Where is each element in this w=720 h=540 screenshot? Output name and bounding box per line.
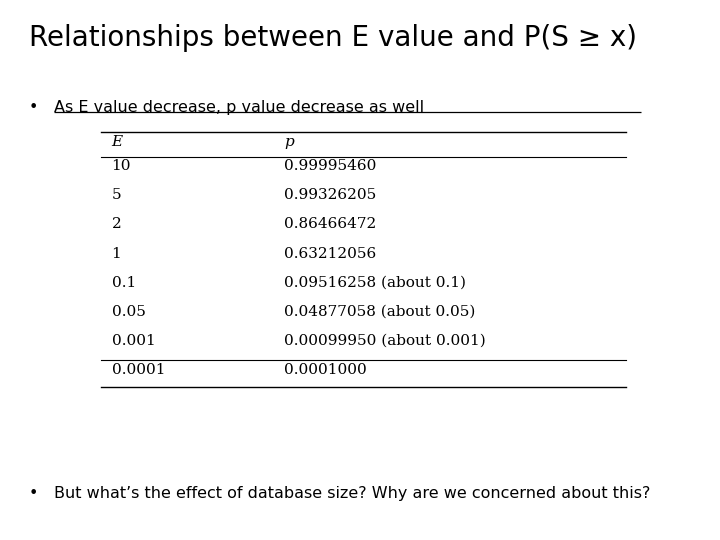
Text: 0.1: 0.1 xyxy=(112,275,136,289)
Text: 0.09516258 (about 0.1): 0.09516258 (about 0.1) xyxy=(284,275,467,289)
Text: Relationships between E value and P(S ≥ x): Relationships between E value and P(S ≥ … xyxy=(29,24,636,52)
Text: 5: 5 xyxy=(112,188,121,202)
Text: 0.04877058 (about 0.05): 0.04877058 (about 0.05) xyxy=(284,305,476,319)
Text: But what’s the effect of database size? Why are we concerned about this?: But what’s the effect of database size? … xyxy=(54,486,650,501)
Text: 0.99995460: 0.99995460 xyxy=(284,159,377,173)
Text: 0.99326205: 0.99326205 xyxy=(284,188,377,202)
Text: 10: 10 xyxy=(112,159,131,173)
Text: E: E xyxy=(112,135,122,149)
Text: 2: 2 xyxy=(112,217,122,231)
Text: 0.0001000: 0.0001000 xyxy=(284,363,367,377)
Text: 0.05: 0.05 xyxy=(112,305,145,319)
Text: 0.63212056: 0.63212056 xyxy=(284,246,377,260)
Text: •: • xyxy=(29,100,38,115)
Text: As E value decrease, p value decrease as well: As E value decrease, p value decrease as… xyxy=(54,100,424,115)
Text: 0.0001: 0.0001 xyxy=(112,363,165,377)
Text: 0.86466472: 0.86466472 xyxy=(284,217,377,231)
Text: 1: 1 xyxy=(112,246,122,260)
Text: p: p xyxy=(284,135,294,149)
Text: •: • xyxy=(29,486,38,501)
Text: 0.001: 0.001 xyxy=(112,334,156,348)
Text: 0.00099950 (about 0.001): 0.00099950 (about 0.001) xyxy=(284,334,486,348)
